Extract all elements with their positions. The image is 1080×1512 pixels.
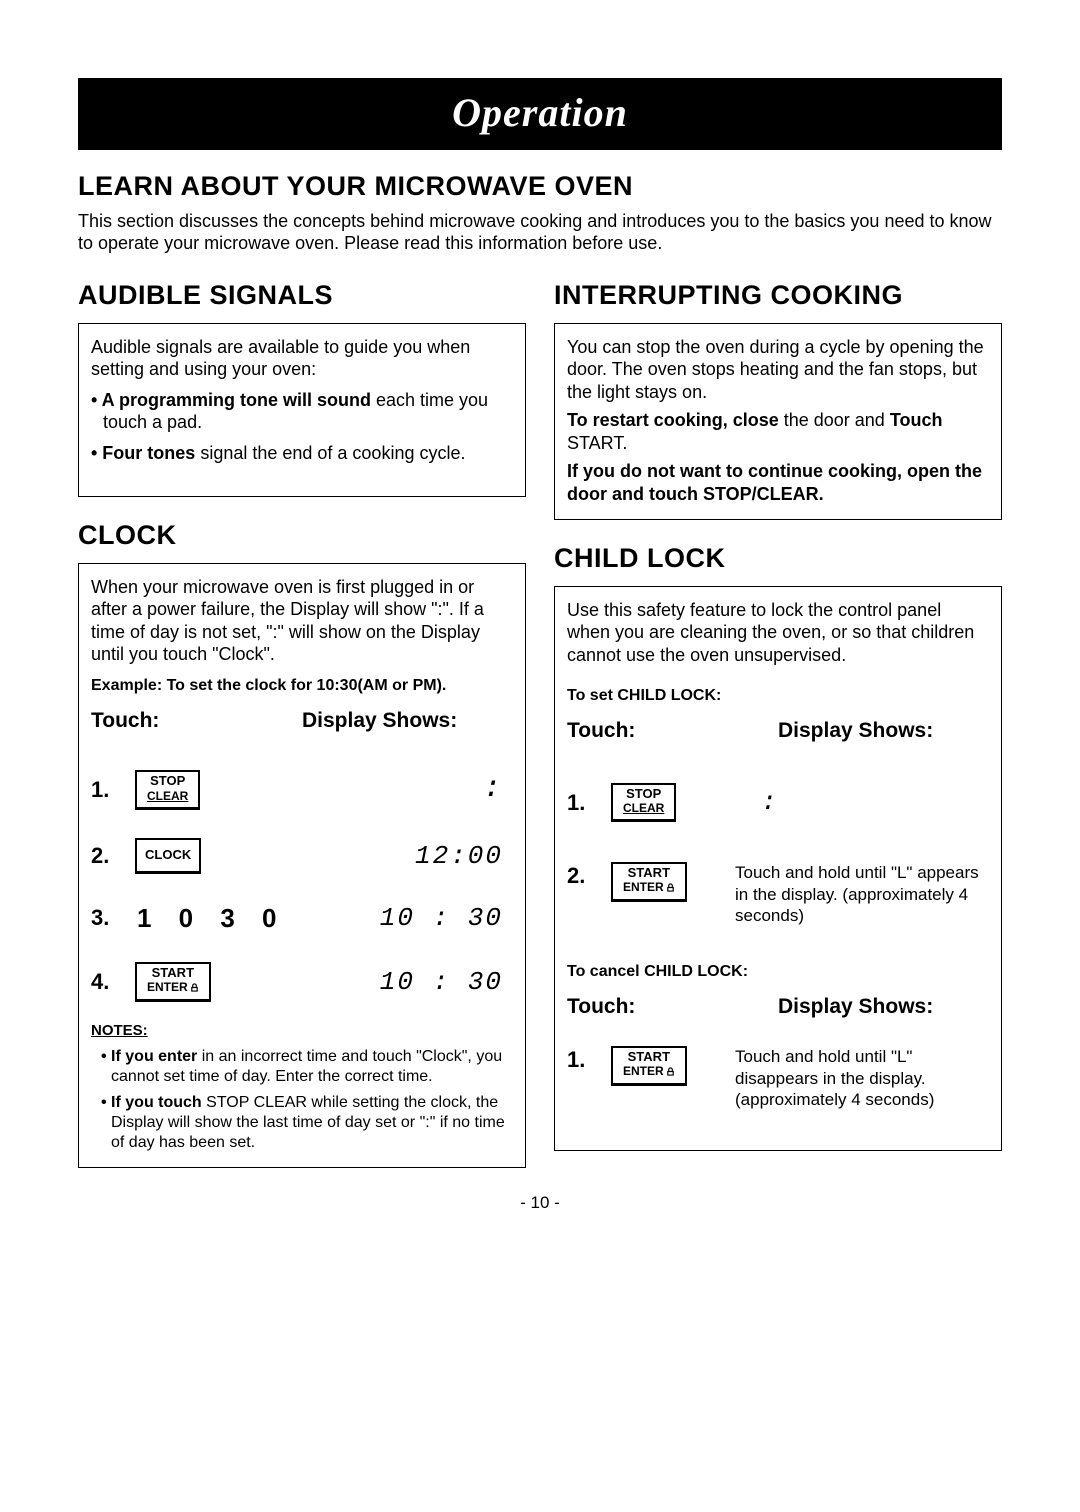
stop-clear-button[interactable]: STOP CLEAR — [611, 783, 676, 823]
audible-box: Audible signals are available to guide y… — [78, 323, 526, 498]
btn-l1: START — [623, 866, 675, 881]
right-column: INTERRUPTING COOKING You can stop the ov… — [554, 265, 1002, 1174]
note1-bold: • If you enter — [101, 1048, 197, 1065]
start-enter-button[interactable]: START ENTER — [611, 1046, 687, 1086]
lock-icon — [666, 882, 675, 896]
clock-step-4: 4. START ENTER 10 : 30 — [91, 962, 513, 1002]
clock-step3-digits: 1 0 3 0 — [137, 902, 287, 935]
btn-l2: ENTER — [623, 881, 675, 896]
interrupt-p1: You can stop the oven during a cycle by … — [567, 336, 989, 404]
clock-step4-display: 10 : 30 — [245, 966, 513, 999]
cl-display-label: Display Shows: — [778, 718, 989, 744]
p2b: the door and — [779, 410, 890, 430]
clock-step3-display: 10 : 30 — [287, 902, 513, 935]
btn-l1: START — [147, 966, 199, 981]
cl-step-2: 2. START ENTER Touch and hold until "L" … — [567, 862, 989, 926]
page-number: - 10 - — [78, 1192, 1002, 1213]
p2d: START. — [567, 433, 627, 453]
cl-step2-num: 2. — [567, 862, 611, 890]
clock-note-2: • If you touch STOP CLEAR while setting … — [101, 1093, 513, 1153]
p2a: To restart cooking, close — [567, 410, 779, 430]
childlock-box: Use this safety feature to lock the cont… — [554, 586, 1002, 1151]
clock-step-1: 1. STOP CLEAR : — [91, 770, 513, 810]
lock-icon — [190, 982, 199, 996]
page-title-bar: Operation — [78, 78, 1002, 150]
clock-display-label: Display Shows: — [302, 708, 513, 734]
childlock-heading: CHILD LOCK — [554, 542, 1002, 576]
note2-bold: • If you touch — [101, 1094, 202, 1111]
start-enter-button[interactable]: START ENTER — [135, 962, 211, 1002]
step-num-1: 1. — [91, 776, 135, 804]
clock-step1-display: : — [245, 771, 513, 809]
audible-b2-bold: • Four tones — [91, 443, 195, 463]
p2c: Touch — [890, 410, 943, 430]
start-enter-button[interactable]: START ENTER — [611, 862, 687, 902]
interrupt-heading: INTERRUPTING COOKING — [554, 279, 1002, 313]
cl-touch-label: Touch: — [567, 718, 778, 744]
cancel-head: To cancel CHILD LOCK: — [567, 962, 989, 982]
audible-b2-rest: signal the end of a cooking cycle. — [195, 443, 465, 463]
audible-bullet-1: • A programming tone will sound each tim… — [91, 389, 513, 434]
audible-bullet-2: • Four tones signal the end of a cooking… — [91, 442, 513, 465]
audible-b1-bold: • A programming tone will sound — [91, 390, 371, 410]
btn-l2: CLEAR — [147, 789, 188, 803]
cl-step-1: 1. STOP CLEAR : — [567, 783, 989, 823]
btn-l1: START — [623, 1050, 675, 1065]
btn-l1: STOP — [623, 787, 664, 802]
childlock-intro: Use this safety feature to lock the cont… — [567, 599, 989, 667]
clock-step2-display: 12:00 — [245, 840, 513, 873]
clock-touch-label: Touch: — [91, 708, 302, 734]
clock-button[interactable]: CLOCK — [135, 838, 201, 874]
cl-cancel-display-label: Display Shows: — [778, 994, 989, 1020]
interrupt-p2: To restart cooking, close the door and T… — [567, 409, 989, 454]
step-num-2: 2. — [91, 842, 135, 870]
cl-cancel-step-1: 1. START ENTER Touch and hold until "L" … — [567, 1046, 989, 1110]
clock-box: When your microwave oven is first plugge… — [78, 563, 526, 1168]
cl-step2-desc: Touch and hold until "L" appears in the … — [721, 862, 989, 926]
clock-example: Example: To set the clock for 10:30(AM o… — [91, 676, 513, 696]
lock-icon — [666, 1066, 675, 1080]
btn-l2: ENTER — [147, 981, 199, 996]
btn-l2: CLEAR — [623, 801, 664, 815]
interrupt-box: You can stop the oven during a cycle by … — [554, 323, 1002, 521]
learn-intro: This section discusses the concepts behi… — [78, 210, 1002, 255]
cl-step1-num: 1. — [567, 789, 611, 817]
clock-step-2: 2. CLOCK 12:00 — [91, 838, 513, 874]
set-head: To set CHILD LOCK: — [567, 686, 989, 706]
clock-heading: CLOCK — [78, 519, 526, 553]
clock-intro: When your microwave oven is first plugge… — [91, 576, 513, 666]
btn-l1: CLOCK — [145, 848, 191, 863]
left-column: AUDIBLE SIGNALS Audible signals are avai… — [78, 265, 526, 1174]
audible-heading: AUDIBLE SIGNALS — [78, 279, 526, 313]
cl-cancel-num: 1. — [567, 1046, 611, 1074]
clock-step-3: 3. 1 0 3 0 10 : 30 — [91, 902, 513, 935]
clock-note-1: • If you enter in an incorrect time and … — [101, 1047, 513, 1087]
step-num-3: 3. — [91, 904, 135, 932]
cl-cancel-desc: Touch and hold until "L" disappears in t… — [721, 1046, 989, 1110]
step-num-4: 4. — [91, 968, 135, 996]
audible-lead: Audible signals are available to guide y… — [91, 336, 513, 381]
learn-heading: LEARN ABOUT YOUR MICROWAVE OVEN — [78, 170, 1002, 204]
notes-head: NOTES: — [91, 1022, 513, 1041]
btn-l1: STOP — [147, 774, 188, 789]
interrupt-p3: If you do not want to continue cooking, … — [567, 460, 989, 505]
stop-clear-button[interactable]: STOP CLEAR — [135, 770, 200, 810]
cl-cancel-touch-label: Touch: — [567, 994, 778, 1020]
cl-step1-display: : — [721, 786, 989, 819]
btn-l2: ENTER — [623, 1065, 675, 1080]
